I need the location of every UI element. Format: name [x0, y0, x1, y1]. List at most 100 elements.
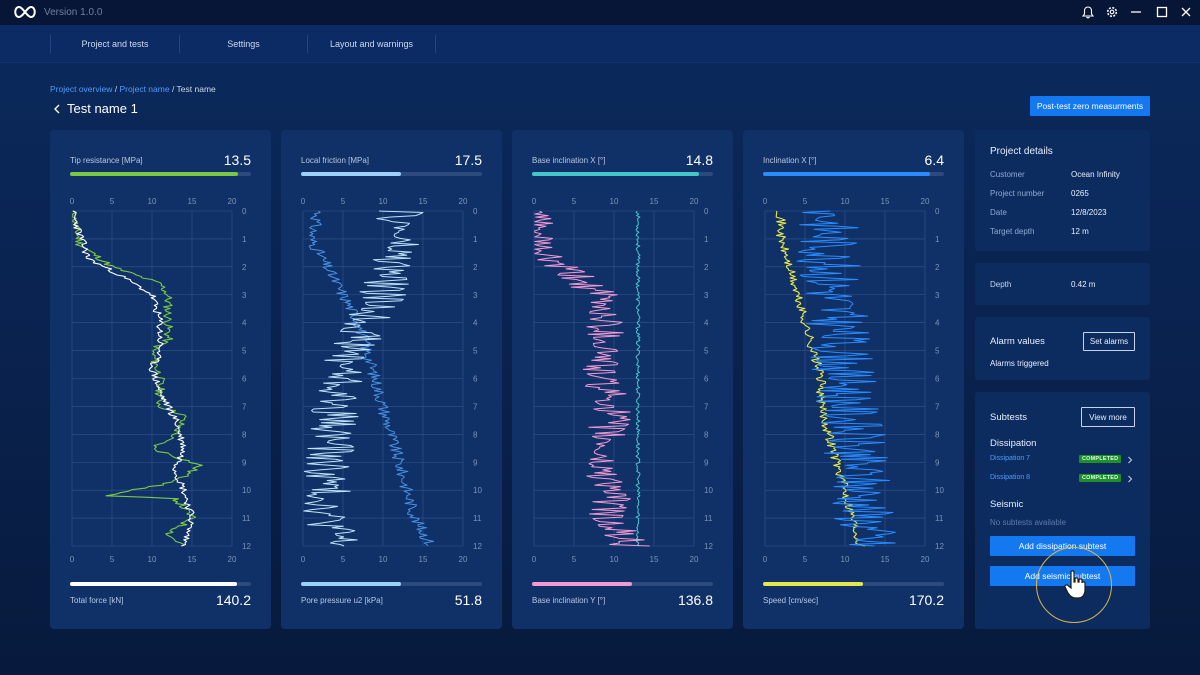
x-tick-label-bottom: 20	[690, 555, 699, 564]
close-icon[interactable]	[1178, 4, 1194, 20]
y-tick-label: 5	[935, 347, 940, 356]
breadcrumb-project-overview[interactable]: Project overview	[50, 84, 113, 94]
customer-value: Ocean Infinity	[1071, 170, 1120, 179]
y-tick-label: 10	[473, 486, 482, 495]
top-metric-label: Local friction [MPa]	[301, 156, 370, 165]
y-tick-label: 10	[935, 486, 944, 495]
y-tick-label: 0	[242, 207, 247, 216]
dissipation-8-link[interactable]: Dissipation 8	[990, 474, 1031, 481]
breadcrumb-separator: /	[114, 84, 118, 94]
x-tick-label-bottom: 15	[188, 555, 197, 564]
chart-panel: Inclination X [°] 6.4 Speed [cm/sec] 170.2 0…	[743, 130, 964, 629]
top-progress-track	[70, 172, 251, 176]
dissipation-7-link[interactable]: Dissipation 7	[990, 455, 1031, 462]
page-title: Test name 1	[53, 101, 138, 116]
series-line	[308, 210, 435, 547]
y-tick-label: 6	[242, 375, 247, 384]
gear-icon[interactable]	[1104, 4, 1120, 20]
y-tick-label: 4	[242, 319, 247, 328]
alarm-card: Alarm values Set alarms Alarms triggered	[975, 317, 1150, 380]
y-tick-label: 6	[704, 375, 709, 384]
nav-project-and-tests[interactable]: Project and tests	[50, 35, 179, 53]
maximize-icon[interactable]	[1154, 4, 1170, 20]
x-tick-label-bottom: 5	[110, 555, 115, 564]
nav-settings[interactable]: Settings	[179, 35, 307, 53]
x-tick-label-bottom: 0	[532, 555, 537, 564]
x-tick-label-top: 0	[532, 197, 537, 206]
top-progress-fill	[70, 172, 239, 176]
x-tick-label-bottom: 10	[610, 555, 619, 564]
x-tick-label-bottom: 20	[921, 555, 930, 564]
bottom-progress-fill	[70, 582, 237, 586]
series-line	[72, 210, 195, 547]
breadcrumb-current: Test name	[176, 84, 216, 94]
y-tick-label: 11	[242, 514, 251, 523]
y-tick-label: 1	[473, 235, 478, 244]
x-tick-label-top: 20	[459, 197, 468, 206]
series-line	[303, 210, 424, 547]
y-tick-label: 7	[242, 402, 247, 411]
project-number-value: 0265	[1071, 189, 1089, 198]
add-dissipation-subtest-button[interactable]: Add dissipation subtest	[990, 536, 1135, 556]
y-tick-label: 10	[242, 486, 251, 495]
y-tick-label: 4	[935, 319, 940, 328]
y-tick-label: 6	[473, 375, 478, 384]
breadcrumb-project-name[interactable]: Project name	[119, 84, 170, 94]
view-more-button[interactable]: View more	[1081, 407, 1135, 427]
status-badge: COMPLETED	[1079, 455, 1122, 463]
dissipation-title: Dissipation	[990, 438, 1037, 449]
y-tick-label: 12	[473, 542, 482, 551]
series-line	[72, 210, 203, 547]
chart-panel: Base inclination X [°] 14.8 Base inclinati…	[512, 130, 733, 629]
chart-panel: Tip resistance [MPa] 13.5 Total force [kN]…	[50, 130, 271, 629]
bottom-progress-fill	[532, 582, 632, 586]
x-tick-label-bottom: 20	[459, 555, 468, 564]
y-tick-label: 9	[935, 458, 940, 467]
y-tick-label: 1	[704, 235, 709, 244]
x-tick-label-top: 5	[572, 197, 577, 206]
x-tick-label-top: 20	[921, 197, 930, 206]
chevron-left-icon[interactable]	[53, 104, 61, 114]
bottom-progress-fill	[301, 582, 401, 586]
y-tick-label: 10	[704, 486, 713, 495]
seismic-title: Seismic	[990, 499, 1024, 510]
top-progress-track	[532, 172, 713, 176]
post-test-zero-button[interactable]: Post-test zero measurments	[1030, 96, 1150, 116]
bottom-progress-track	[301, 582, 482, 586]
x-tick-label-bottom: 10	[379, 555, 388, 564]
minimize-icon[interactable]	[1128, 4, 1144, 20]
cursor-highlight	[1036, 547, 1112, 623]
date-value: 12/8/2023	[1071, 208, 1107, 217]
bell-icon[interactable]	[1080, 4, 1096, 20]
x-tick-label-bottom: 0	[763, 555, 768, 564]
y-tick-label: 12	[935, 542, 944, 551]
series-line	[796, 210, 896, 547]
nav-layout-and-warnings[interactable]: Layout and warnings	[307, 35, 436, 53]
x-tick-label-bottom: 5	[572, 555, 577, 564]
alarm-values-title: Alarm values	[990, 336, 1045, 347]
top-progress-fill	[532, 172, 699, 176]
x-tick-label-bottom: 10	[841, 555, 850, 564]
depth-value: 0.42 m	[1071, 280, 1096, 289]
y-tick-label: 9	[704, 458, 709, 467]
seismic-empty-text: No subtests available	[990, 518, 1067, 527]
chevron-right-icon[interactable]	[1127, 475, 1133, 483]
x-tick-label-top: 5	[341, 197, 346, 206]
y-tick-label: 8	[473, 430, 478, 439]
y-tick-label: 7	[473, 402, 478, 411]
top-metric-value: 6.4	[924, 152, 944, 168]
y-tick-label: 8	[935, 430, 940, 439]
chevron-right-icon[interactable]	[1127, 456, 1133, 464]
x-tick-label-top: 15	[881, 197, 890, 206]
hand-cursor-icon	[1064, 570, 1086, 599]
bottom-metric-label: Pore pressure u2 [kPa]	[301, 596, 383, 605]
y-tick-label: 6	[935, 375, 940, 384]
y-tick-label: 1	[242, 235, 247, 244]
top-metric-label: Base inclination X [°]	[532, 156, 606, 165]
breadcrumb: Project overview / Project name / Test n…	[50, 84, 216, 94]
x-tick-label-top: 10	[841, 197, 850, 206]
set-alarms-button[interactable]: Set alarms	[1083, 332, 1135, 351]
